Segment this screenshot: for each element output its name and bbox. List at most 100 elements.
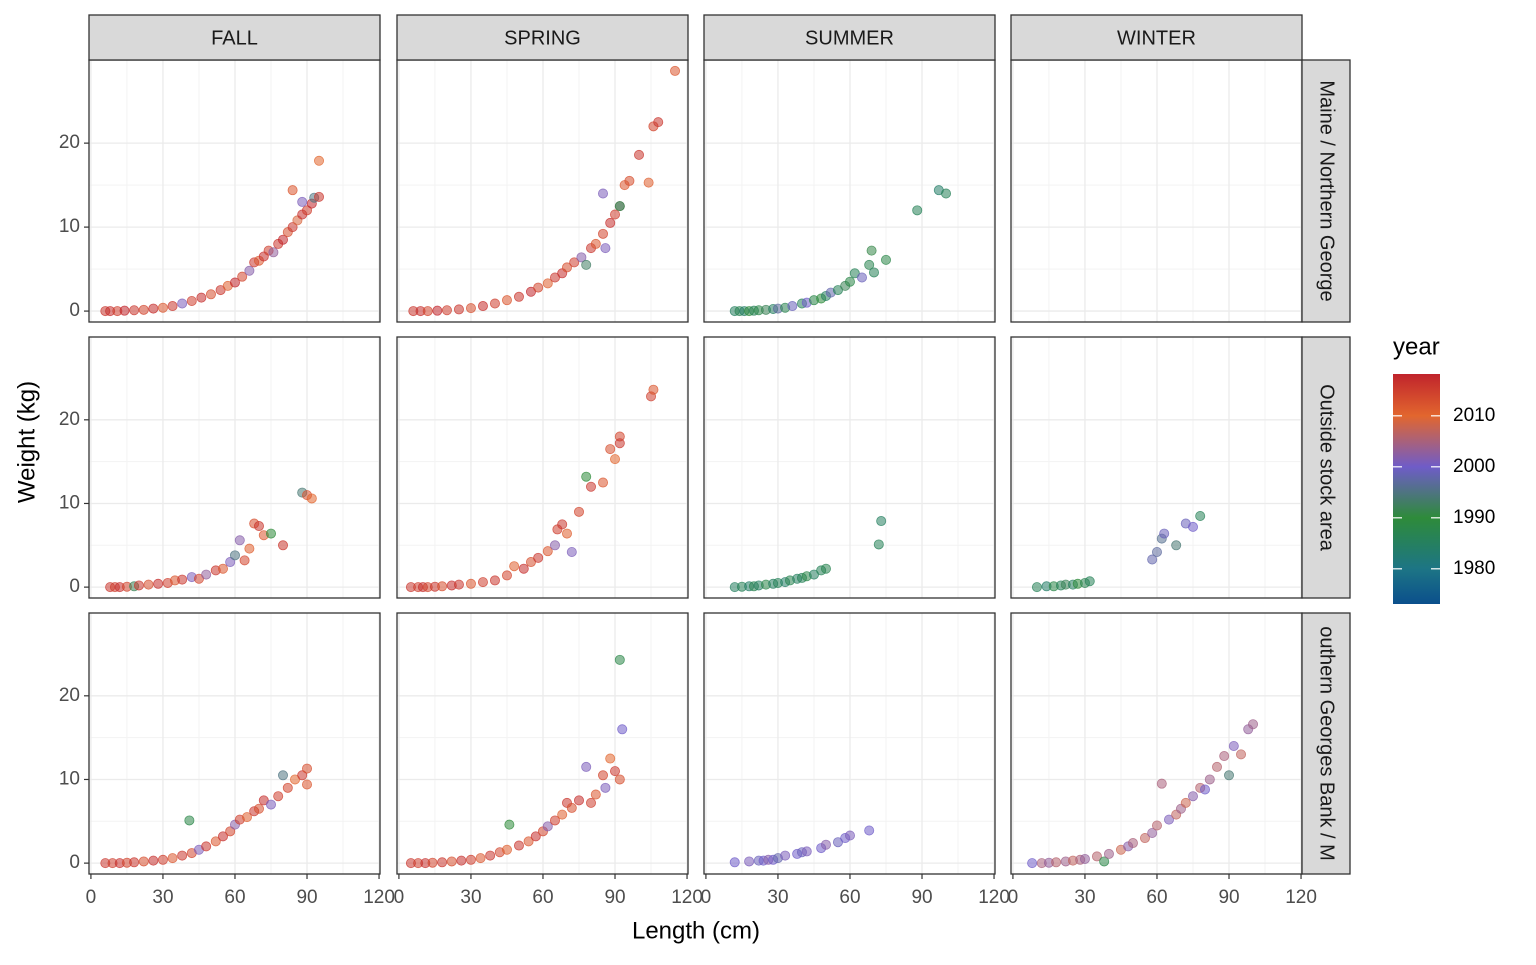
point <box>446 856 457 867</box>
x-tick-label: 60 <box>532 887 553 908</box>
point <box>509 561 520 572</box>
point <box>241 812 252 823</box>
point <box>138 856 149 867</box>
point <box>530 831 541 842</box>
point <box>148 855 159 866</box>
point <box>557 809 568 820</box>
point <box>477 301 488 312</box>
point <box>273 791 284 802</box>
point <box>138 304 149 315</box>
point <box>653 117 664 128</box>
point <box>456 855 467 866</box>
x-tick-label: 0 <box>1008 887 1019 908</box>
column-strip-label: SPRING <box>504 27 581 49</box>
point <box>277 234 288 245</box>
point <box>1236 749 1247 760</box>
point <box>614 774 625 785</box>
panel-border <box>396 336 689 599</box>
point <box>844 276 855 287</box>
row-strip-label: Outside stock area <box>1316 384 1338 552</box>
point <box>217 831 228 842</box>
point <box>1103 848 1114 859</box>
point <box>820 563 831 574</box>
point <box>600 782 611 793</box>
point <box>427 857 438 868</box>
point <box>1084 576 1095 587</box>
point <box>1171 540 1182 551</box>
point <box>744 856 755 867</box>
point <box>167 853 178 864</box>
point <box>157 302 168 313</box>
point <box>465 578 476 589</box>
y-tick-label: 0 <box>69 300 80 321</box>
point <box>201 841 212 852</box>
y-tick-label: 20 <box>59 132 80 153</box>
point <box>184 815 195 826</box>
point <box>801 846 812 857</box>
panel-border <box>703 336 996 599</box>
point <box>513 840 524 851</box>
colorbar <box>1393 374 1440 604</box>
point <box>866 245 877 256</box>
point <box>244 265 255 276</box>
point <box>133 580 144 591</box>
point <box>167 301 178 312</box>
point <box>598 477 609 488</box>
point <box>513 291 524 302</box>
point <box>576 252 587 263</box>
point <box>297 770 308 781</box>
point <box>1031 582 1042 593</box>
point <box>229 277 240 288</box>
point <box>523 836 534 847</box>
column-strip-label: SUMMER <box>805 27 894 49</box>
x-tick-label: 90 <box>604 887 625 908</box>
legend-tick-label: 2010 <box>1453 405 1495 426</box>
point <box>1195 511 1206 522</box>
point <box>225 826 236 837</box>
legend-tick-label: 2000 <box>1453 456 1495 477</box>
row-strip-label: Maine / Northern George <box>1316 80 1338 301</box>
point <box>1151 546 1162 557</box>
point <box>282 782 293 793</box>
point <box>453 304 464 315</box>
point <box>489 298 500 309</box>
point <box>573 795 584 806</box>
point <box>1163 814 1174 825</box>
point <box>1187 791 1198 802</box>
point <box>598 188 609 199</box>
point <box>119 305 130 316</box>
point <box>253 803 264 814</box>
point <box>287 185 298 196</box>
point <box>177 298 188 309</box>
legend-tick-label: 1980 <box>1453 558 1495 579</box>
point <box>1147 828 1158 839</box>
point <box>912 205 923 216</box>
point <box>422 306 433 317</box>
point <box>277 540 288 551</box>
point <box>1127 838 1138 849</box>
point <box>1248 719 1259 730</box>
point <box>941 188 952 199</box>
x-tick-label: 0 <box>701 887 712 908</box>
point <box>1228 741 1239 752</box>
point <box>557 519 568 530</box>
y-axis-title: Weight (kg) <box>13 381 40 503</box>
point <box>501 844 512 855</box>
row-strip <box>1301 336 1351 599</box>
point <box>1224 770 1235 781</box>
point <box>237 271 248 282</box>
point <box>157 854 168 865</box>
point <box>244 543 255 554</box>
point <box>586 797 597 808</box>
point <box>302 763 313 774</box>
x-tick-label: 120 <box>978 887 1010 908</box>
point <box>542 546 553 557</box>
point <box>225 557 236 568</box>
point <box>477 577 488 588</box>
point <box>239 555 250 566</box>
point <box>569 257 580 268</box>
point <box>234 535 245 546</box>
point <box>864 825 875 836</box>
point <box>501 295 512 306</box>
point <box>302 205 313 216</box>
